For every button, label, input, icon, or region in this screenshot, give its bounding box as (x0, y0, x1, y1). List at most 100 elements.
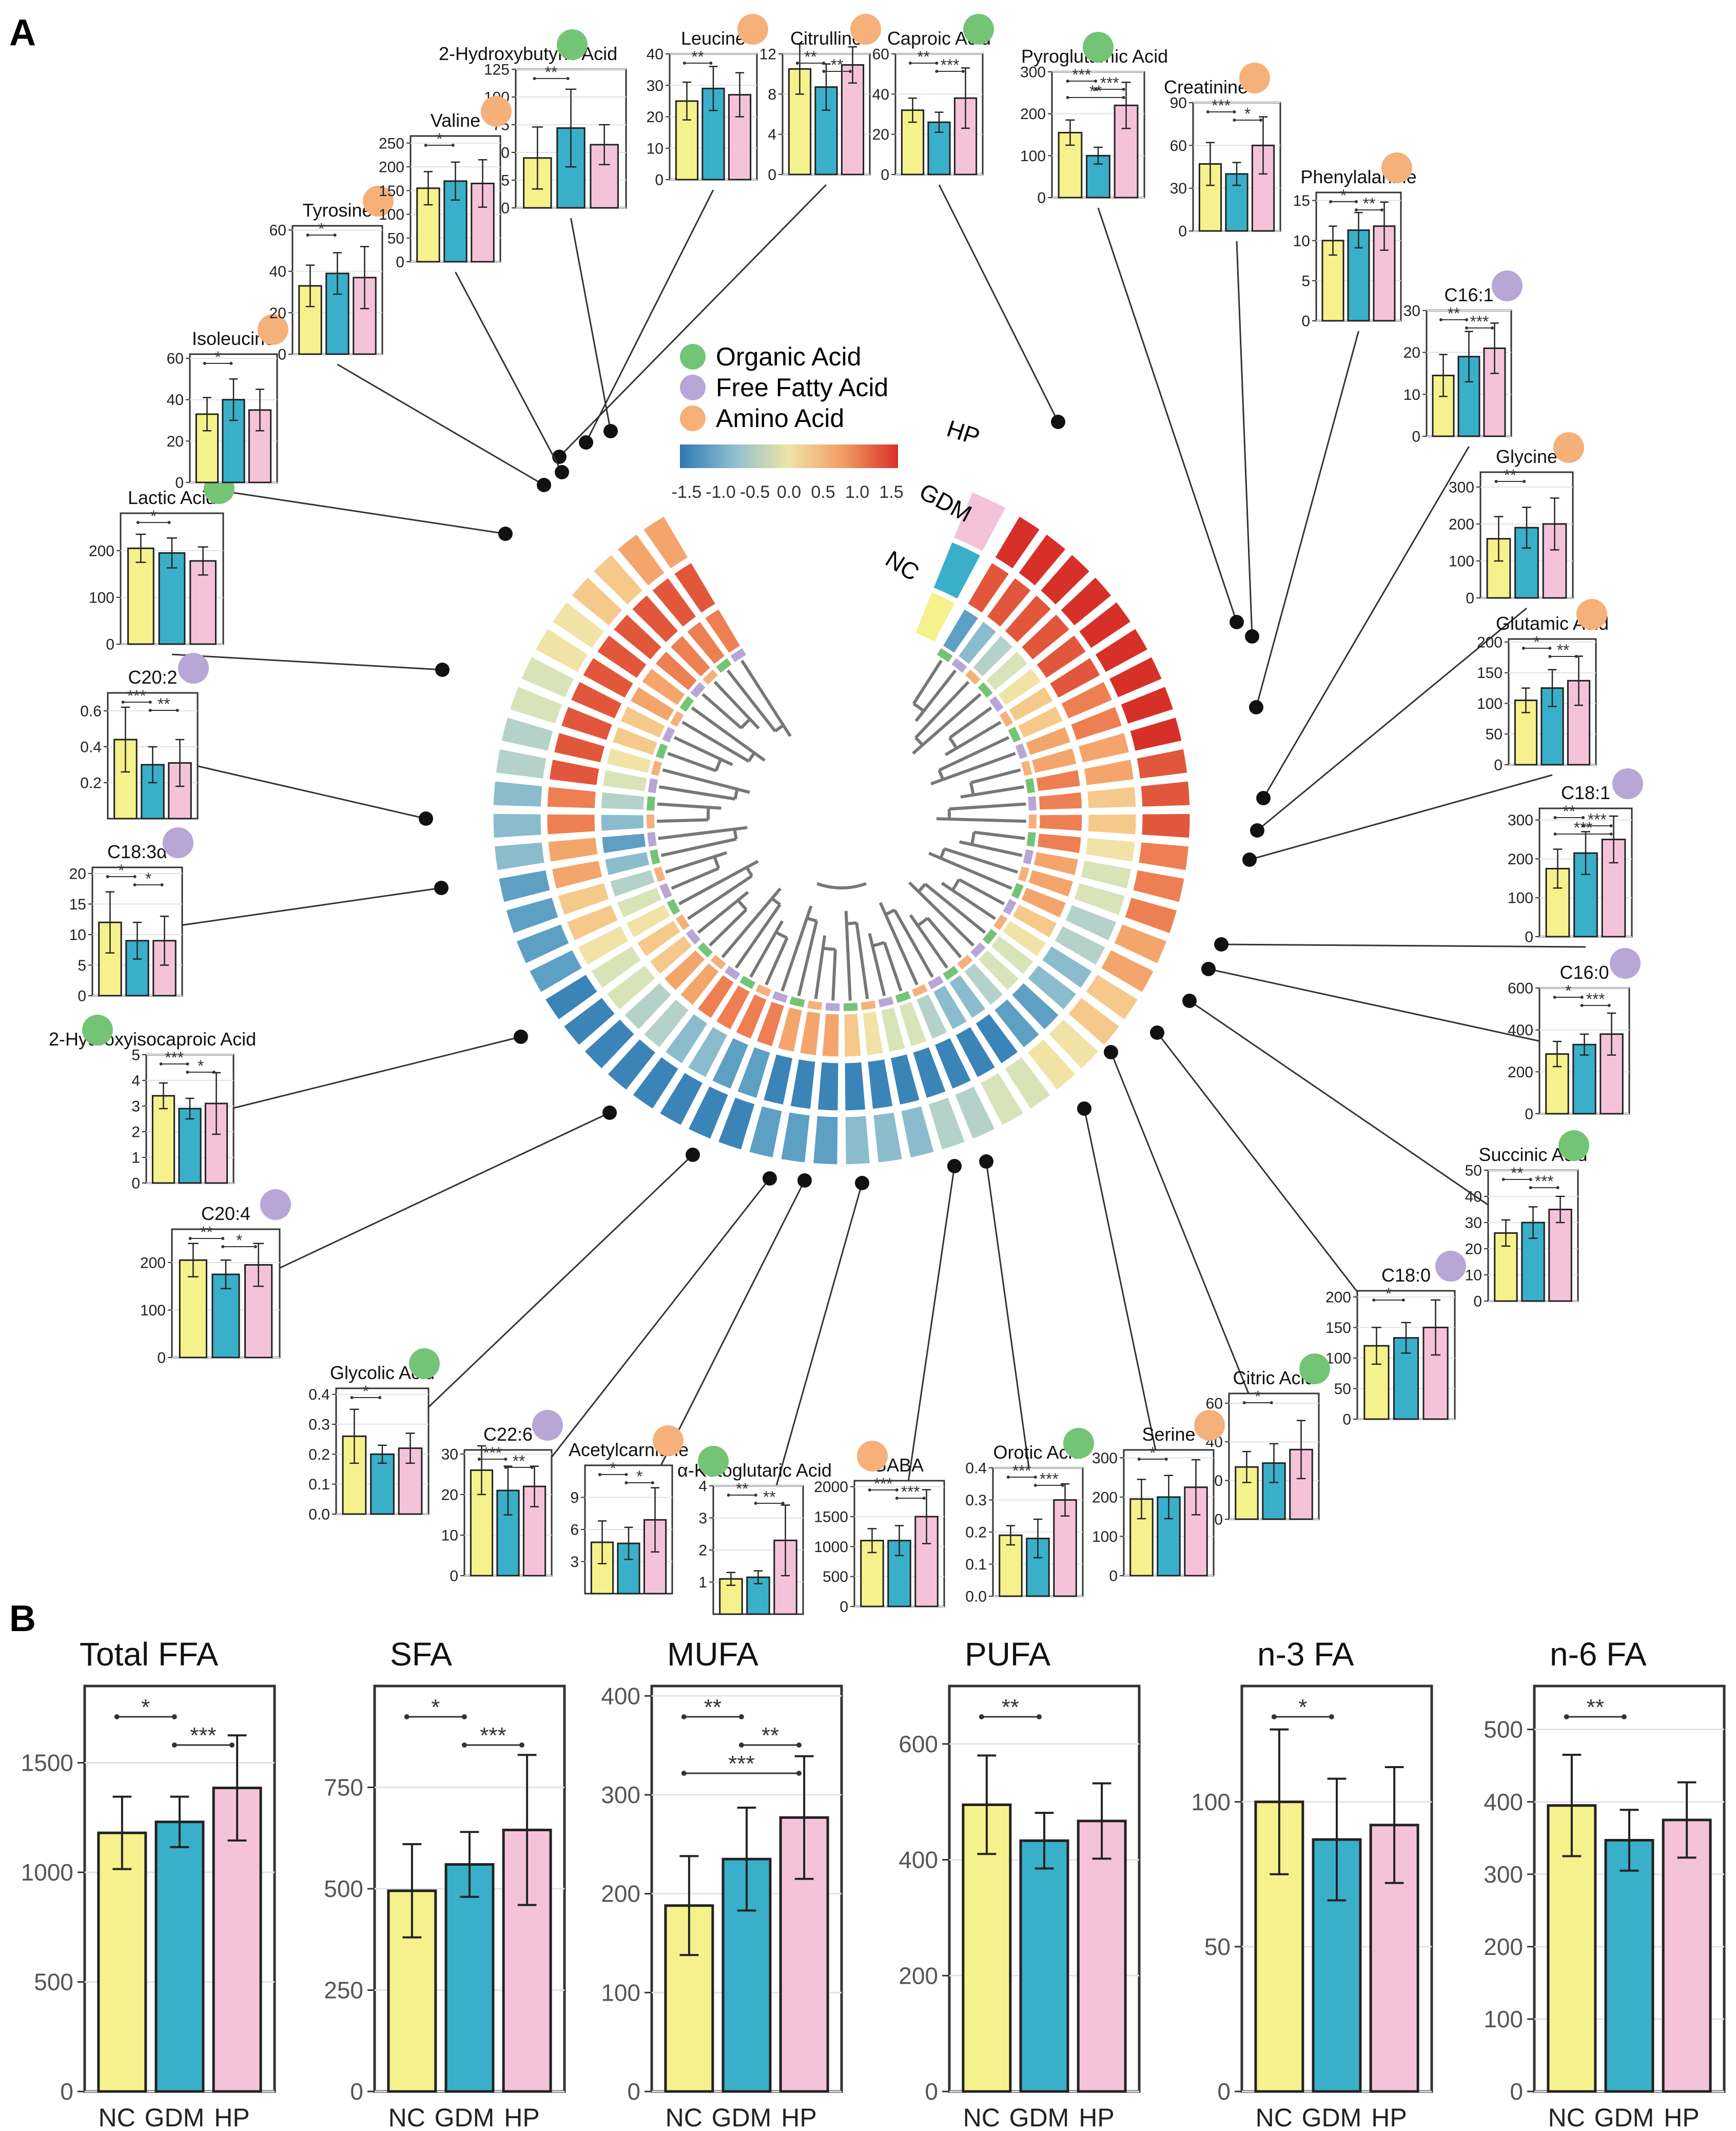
y-tick-label: 0 (1109, 1568, 1118, 1585)
connector-dot (763, 1171, 777, 1186)
y-tick-label: 125 (484, 62, 510, 79)
heatmap-cell (604, 963, 657, 1012)
y-tick-label: 60 (167, 351, 184, 367)
ring-label-gdm: GDM (915, 478, 976, 527)
class-dot (532, 1410, 563, 1441)
y-tick-label: 30 (1403, 303, 1420, 320)
heatmap-cell (494, 747, 548, 781)
y-tick-label: 400 (1508, 1022, 1533, 1039)
heatmap-cell (1131, 868, 1186, 904)
y-tick-label: 10 (69, 926, 86, 943)
class-dot (260, 1189, 291, 1220)
heatmap-cell (1119, 685, 1175, 726)
connector-line (1189, 1000, 1534, 1236)
heatmap-cell (811, 1114, 840, 1166)
heatmap-cell (843, 1060, 867, 1112)
x-category-label: NC (666, 2103, 703, 2131)
heatmap-cell (548, 758, 601, 787)
bar-gdm (443, 180, 467, 263)
heatmap-cell (678, 961, 721, 1007)
heatmap-cell (1025, 1037, 1078, 1092)
bar-nc (1545, 867, 1570, 938)
heatmap-cell (1079, 859, 1133, 890)
significance-end (333, 234, 337, 237)
heatmap-cell (545, 785, 598, 810)
connector-line (1249, 774, 1553, 861)
bar-hp (1662, 1818, 1712, 2093)
significance-end (121, 701, 125, 704)
class-strip-cell (937, 648, 953, 663)
significance-stars: ** (804, 47, 817, 66)
significance-end (477, 1458, 481, 1461)
class-strip-cell (843, 1002, 858, 1011)
significance-end (1553, 996, 1556, 999)
y-tick-label: 0.0 (308, 1506, 330, 1523)
chart-title: C18:0 (1381, 1265, 1431, 1286)
significance-end (1580, 996, 1584, 999)
y-tick-label: 0.4 (308, 1386, 330, 1403)
significance-stars: * (1386, 1284, 1392, 1303)
significance-end (625, 1473, 628, 1476)
legend-label-organic-acid: Organic Acid (716, 342, 861, 371)
heatmap-cell (714, 983, 752, 1032)
significance-stars: * (1298, 1695, 1307, 1720)
heatmap-cell (703, 607, 743, 655)
bar-charts: 0255075100125**2-Hydroxybutyric Acid0102… (21, 14, 1726, 2131)
bar-nc (1545, 1053, 1569, 1115)
class-dot (1194, 1410, 1225, 1441)
heatmap-cell (612, 612, 664, 662)
x-category-label: NC (1256, 2103, 1293, 2131)
significance-end (1094, 88, 1098, 91)
significance-end (1556, 1186, 1559, 1189)
heatmap-cell (1128, 715, 1183, 753)
chart-title: PUFA (965, 1636, 1050, 1673)
class-strip-cell (1003, 899, 1017, 915)
significance-end (1501, 1178, 1505, 1181)
significance-end (1036, 1714, 1042, 1719)
y-tick-label: 40 (269, 263, 286, 280)
y-tick-label: 100 (1020, 148, 1046, 165)
chart-title: Leucine (681, 28, 746, 49)
significance-stars: * (431, 1695, 440, 1720)
connector-dot (1077, 1101, 1091, 1116)
chart-title: C16:1 (1444, 284, 1493, 305)
y-tick-label: 0 (131, 1175, 140, 1192)
significance-end (709, 62, 713, 65)
y-tick-label: 0 (396, 254, 404, 271)
class-strip-cell (667, 899, 680, 915)
significance-end (1355, 208, 1358, 211)
y-tick-label: 4 (768, 126, 776, 143)
y-tick-label: 20 (69, 865, 86, 882)
significance-end (1465, 318, 1468, 321)
class-strip-cell (653, 866, 666, 882)
class-strip-cell (650, 849, 660, 865)
significance-end (504, 1466, 508, 1469)
colorbar-tick-label: 0.5 (811, 482, 835, 502)
significance-end (253, 1245, 257, 1248)
y-tick-label: 10 (647, 140, 664, 157)
significance-end (1066, 80, 1069, 83)
heatmap-cell (599, 790, 646, 811)
heatmap-cell (1016, 704, 1065, 740)
connector-line (570, 218, 612, 432)
heatmap-cell (500, 715, 555, 753)
significance-end (895, 1497, 899, 1500)
heatmap-cell (545, 812, 597, 836)
class-dot (1558, 1130, 1589, 1161)
chart-title: C16:0 (1559, 962, 1609, 983)
class-strip-cell (1025, 778, 1036, 793)
significance-end (378, 1396, 382, 1399)
bar-gdm (178, 1108, 202, 1184)
significance-end (1372, 1299, 1376, 1302)
bar-nc (387, 1889, 437, 2093)
colorbar-tick-label: 1.0 (845, 482, 869, 502)
heatmap-cell (1047, 1017, 1101, 1071)
bar-nc (97, 1831, 147, 2093)
chart-title: Creatinine (1164, 76, 1248, 98)
heatmap-cell (569, 680, 624, 721)
heatmap-cell (1063, 903, 1118, 943)
chart-title: n-6 FA (1550, 1636, 1647, 1673)
